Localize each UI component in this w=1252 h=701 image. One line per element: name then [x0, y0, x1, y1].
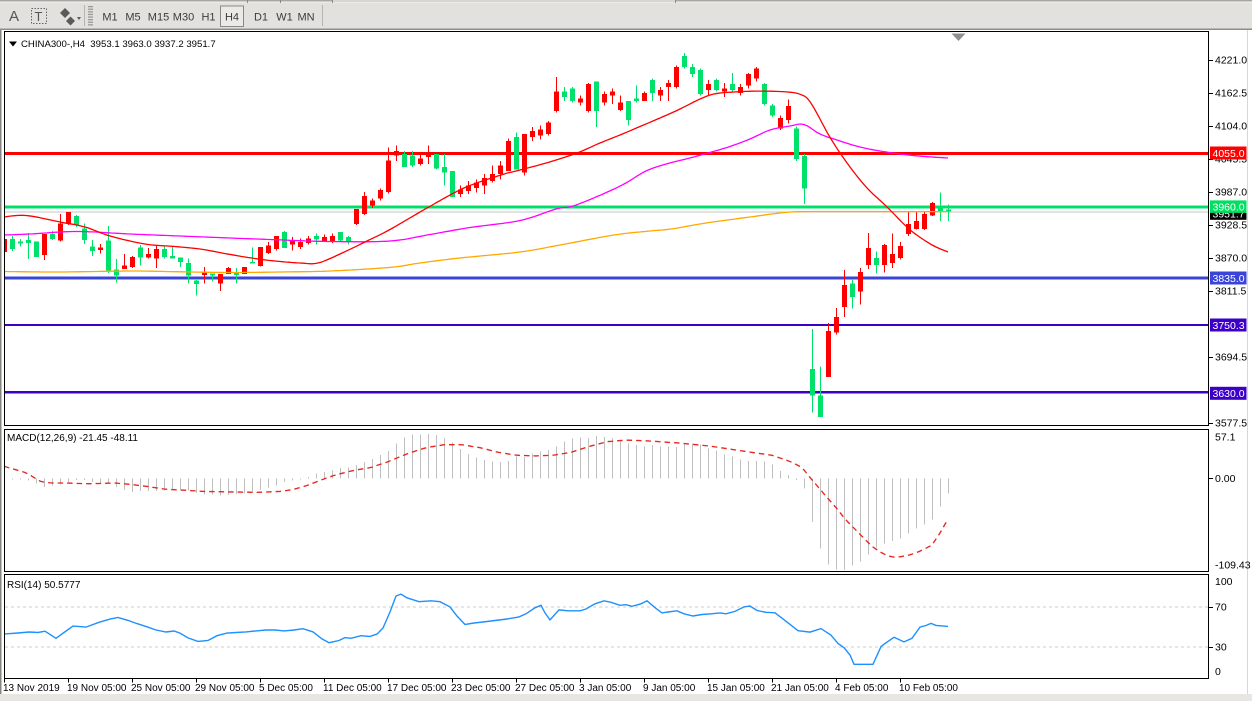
svg-text:MN: MN	[297, 12, 314, 24]
svg-text:0.00: 0.00	[1215, 473, 1236, 485]
svg-text:0: 0	[1215, 666, 1221, 678]
svg-text:RSI(14) 50.5777: RSI(14) 50.5777	[7, 580, 81, 591]
svg-text:19 Nov 05:00: 19 Nov 05:00	[67, 683, 127, 694]
svg-text:3 Jan 05:00: 3 Jan 05:00	[579, 683, 632, 694]
svg-text:3811.5: 3811.5	[1215, 286, 1246, 298]
svg-text:3750.3: 3750.3	[1213, 320, 1245, 332]
svg-text:3694.5: 3694.5	[1215, 352, 1247, 364]
svg-text:A: A	[9, 8, 19, 25]
svg-text:W1: W1	[276, 12, 293, 24]
svg-text:M15: M15	[148, 12, 169, 24]
svg-text:MACD(12,26,9) -21.45 -48.11: MACD(12,26,9) -21.45 -48.11	[7, 433, 138, 444]
svg-text:3870.0: 3870.0	[1215, 253, 1247, 265]
svg-text:D1: D1	[254, 12, 268, 24]
svg-text:H1: H1	[201, 12, 215, 24]
svg-text:H4: H4	[225, 12, 239, 24]
svg-text:4221.0: 4221.0	[1215, 55, 1247, 67]
svg-text:3928.5: 3928.5	[1215, 220, 1247, 232]
svg-text:4055.0: 4055.0	[1213, 148, 1245, 160]
svg-text:29 Nov 05:00: 29 Nov 05:00	[195, 683, 255, 694]
svg-text:-109.43: -109.43	[1215, 560, 1251, 572]
svg-text:15 Jan 05:00: 15 Jan 05:00	[707, 683, 765, 694]
svg-text:3577.5: 3577.5	[1215, 418, 1247, 430]
svg-text:100: 100	[1215, 576, 1233, 588]
svg-text:3987.0: 3987.0	[1215, 187, 1247, 199]
svg-text:4104.0: 4104.0	[1215, 121, 1247, 133]
svg-text:4162.5: 4162.5	[1215, 88, 1247, 100]
svg-text:27 Dec 05:00: 27 Dec 05:00	[515, 683, 575, 694]
svg-text:13 Nov 2019: 13 Nov 2019	[3, 683, 60, 694]
svg-text:9 Jan 05:00: 9 Jan 05:00	[643, 683, 696, 694]
svg-text:25 Nov 05:00: 25 Nov 05:00	[131, 683, 191, 694]
svg-text:10 Feb 05:00: 10 Feb 05:00	[899, 683, 958, 694]
svg-text:23 Dec 05:00: 23 Dec 05:00	[451, 683, 511, 694]
svg-text:70: 70	[1215, 602, 1227, 614]
svg-text:4 Feb 05:00: 4 Feb 05:00	[835, 683, 889, 694]
svg-text:17 Dec 05:00: 17 Dec 05:00	[387, 683, 447, 694]
svg-text:11 Dec 05:00: 11 Dec 05:00	[323, 683, 382, 694]
svg-text:57.1: 57.1	[1215, 432, 1236, 444]
svg-text:30: 30	[1215, 642, 1227, 654]
svg-text:3835.0: 3835.0	[1213, 273, 1245, 285]
svg-text:M5: M5	[125, 12, 140, 24]
svg-text:3630.0: 3630.0	[1213, 388, 1245, 400]
svg-text:M30: M30	[173, 12, 194, 24]
svg-text:5 Dec 05:00: 5 Dec 05:00	[259, 683, 313, 694]
svg-text:21 Jan 05:00: 21 Jan 05:00	[771, 683, 829, 694]
svg-text:T: T	[35, 9, 43, 24]
svg-text:3960.0: 3960.0	[1213, 202, 1245, 214]
svg-text:CHINA300-,H4 3953.1 3963.0 39: CHINA300-,H4 3953.1 3963.0 3937.2 3951.7	[21, 39, 216, 50]
svg-text:M1: M1	[102, 12, 117, 24]
